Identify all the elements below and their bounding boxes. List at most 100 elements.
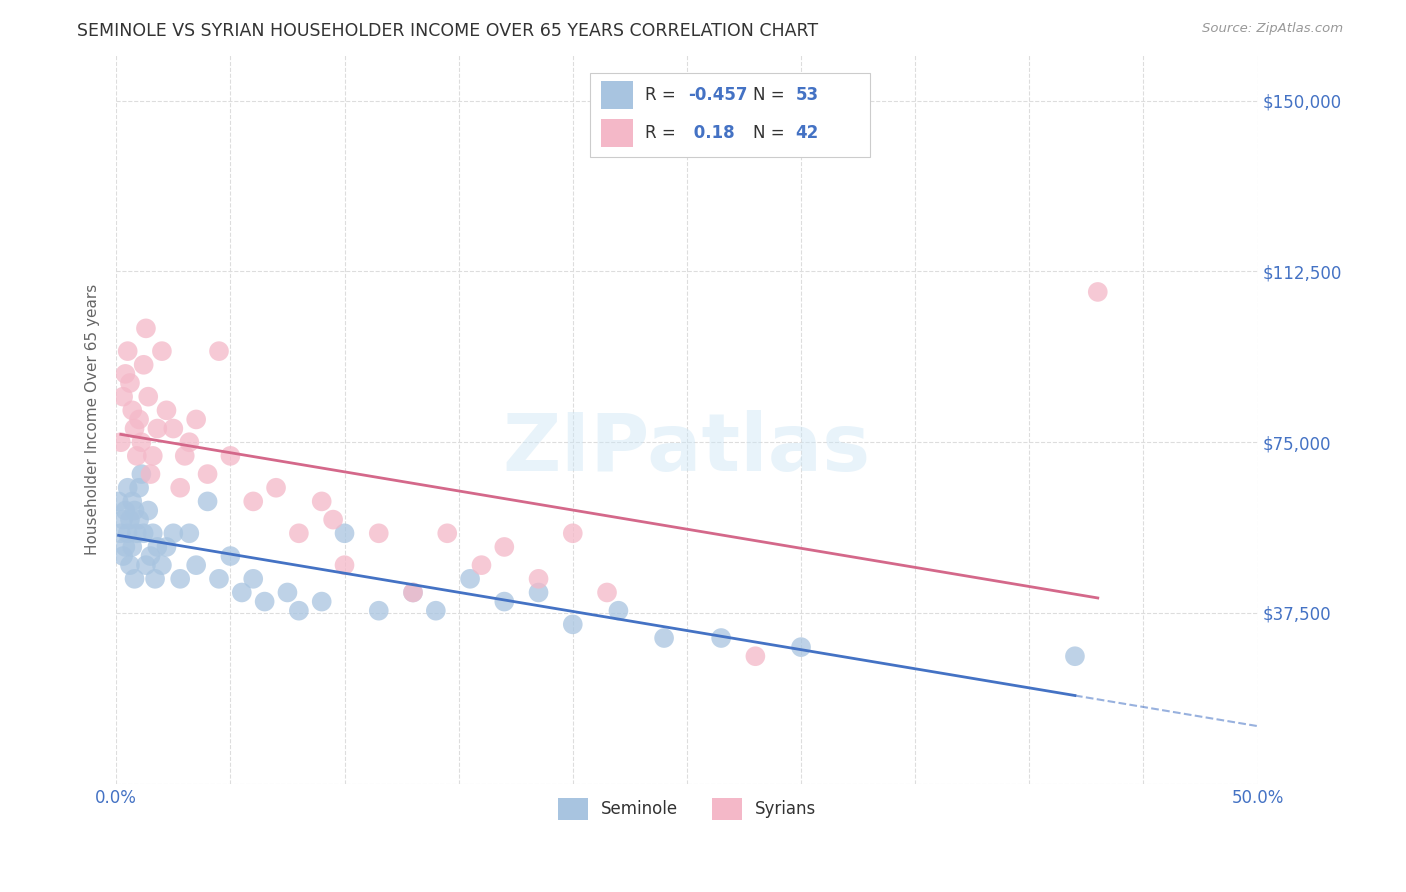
- Point: [118, 558, 141, 573]
- FancyBboxPatch shape: [602, 81, 633, 109]
- Point: [121, 494, 143, 508]
- Point: [135, 321, 157, 335]
- Point: [124, 503, 146, 517]
- Point: [288, 604, 311, 618]
- Text: R =: R =: [645, 87, 681, 104]
- Point: [110, 435, 132, 450]
- Point: [162, 421, 184, 435]
- Point: [121, 403, 143, 417]
- Point: [107, 494, 129, 508]
- Point: [242, 494, 264, 508]
- Point: [132, 526, 155, 541]
- Point: [142, 449, 165, 463]
- Point: [242, 572, 264, 586]
- Point: [110, 526, 132, 541]
- Point: [652, 631, 675, 645]
- Text: -0.457: -0.457: [688, 87, 748, 104]
- Point: [186, 558, 208, 573]
- Point: [402, 585, 425, 599]
- FancyBboxPatch shape: [602, 120, 633, 147]
- Text: Source: ZipAtlas.com: Source: ZipAtlas.com: [1202, 22, 1343, 36]
- Point: [131, 435, 153, 450]
- Point: [186, 412, 208, 426]
- Point: [136, 503, 159, 517]
- Point: [208, 344, 231, 359]
- Point: [124, 572, 146, 586]
- Point: [527, 585, 550, 599]
- Point: [494, 540, 516, 554]
- Point: [402, 585, 425, 599]
- Point: [146, 540, 169, 554]
- Text: R =: R =: [645, 124, 681, 142]
- Point: [128, 513, 150, 527]
- Point: [197, 494, 219, 508]
- Point: [744, 649, 766, 664]
- Point: [112, 513, 135, 527]
- FancyBboxPatch shape: [591, 73, 869, 157]
- Point: [264, 481, 287, 495]
- Point: [470, 558, 492, 573]
- Point: [790, 640, 813, 654]
- Point: [117, 481, 139, 495]
- Point: [173, 449, 195, 463]
- Point: [121, 540, 143, 554]
- Text: 53: 53: [796, 87, 818, 104]
- Point: [169, 481, 191, 495]
- Point: [1064, 649, 1087, 664]
- Point: [124, 421, 146, 435]
- Point: [425, 604, 447, 618]
- Point: [135, 558, 157, 573]
- Point: [112, 549, 135, 563]
- Point: [155, 540, 177, 554]
- Point: [311, 594, 333, 608]
- Point: [143, 572, 166, 586]
- Point: [114, 540, 136, 554]
- Point: [112, 390, 135, 404]
- Point: [114, 367, 136, 381]
- Point: [150, 344, 173, 359]
- Point: [117, 344, 139, 359]
- Point: [142, 526, 165, 541]
- Point: [367, 604, 389, 618]
- Point: [155, 403, 177, 417]
- Point: [179, 435, 201, 450]
- Point: [208, 572, 231, 586]
- Y-axis label: Householder Income Over 65 years: Householder Income Over 65 years: [86, 284, 100, 555]
- Point: [527, 572, 550, 586]
- Text: N =: N =: [754, 87, 790, 104]
- Point: [197, 467, 219, 481]
- Point: [322, 513, 344, 527]
- Point: [276, 585, 298, 599]
- Point: [146, 421, 169, 435]
- Point: [125, 449, 148, 463]
- Point: [494, 594, 516, 608]
- Point: [139, 549, 162, 563]
- Point: [710, 631, 733, 645]
- Point: [367, 526, 389, 541]
- Point: [288, 526, 311, 541]
- Point: [253, 594, 276, 608]
- Point: [436, 526, 458, 541]
- Point: [128, 481, 150, 495]
- Point: [136, 390, 159, 404]
- Point: [150, 558, 173, 573]
- Point: [1087, 285, 1109, 299]
- Point: [561, 617, 583, 632]
- Point: [125, 526, 148, 541]
- Point: [219, 449, 242, 463]
- Point: [118, 376, 141, 390]
- Point: [131, 467, 153, 481]
- Point: [231, 585, 253, 599]
- Point: [561, 526, 583, 541]
- Text: 42: 42: [796, 124, 818, 142]
- Text: ZIPatlas: ZIPatlas: [503, 409, 872, 488]
- Text: SEMINOLE VS SYRIAN HOUSEHOLDER INCOME OVER 65 YEARS CORRELATION CHART: SEMINOLE VS SYRIAN HOUSEHOLDER INCOME OV…: [77, 22, 818, 40]
- Point: [311, 494, 333, 508]
- Point: [333, 526, 356, 541]
- Point: [118, 513, 141, 527]
- Point: [333, 558, 356, 573]
- Text: 0.18: 0.18: [688, 124, 735, 142]
- Point: [128, 412, 150, 426]
- Point: [607, 604, 630, 618]
- Point: [219, 549, 242, 563]
